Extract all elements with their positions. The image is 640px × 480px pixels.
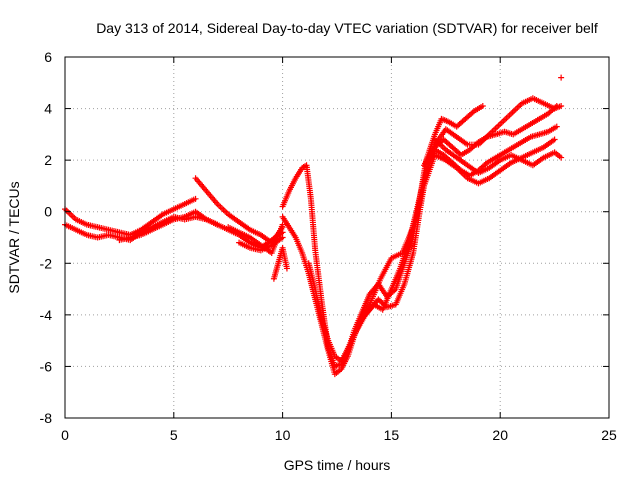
- x-tick-label: 5: [170, 427, 178, 443]
- y-tick-label: -4: [40, 307, 53, 323]
- data-point: [279, 221, 286, 228]
- series-track: [355, 136, 558, 329]
- data-point: [192, 195, 199, 202]
- x-tick-label: 20: [492, 427, 508, 443]
- series-track: [558, 74, 565, 81]
- x-tick-label: 10: [275, 427, 291, 443]
- y-tick-label: 4: [44, 101, 52, 117]
- y-tick-label: 0: [44, 204, 52, 220]
- data-point: [479, 102, 486, 109]
- x-axis-label: GPS time / hours: [284, 457, 391, 473]
- data-point: [283, 265, 290, 272]
- y-axis-label: SDTVAR / TECUs: [6, 181, 22, 293]
- y-tick-label: -8: [40, 410, 53, 426]
- x-tick-label: 15: [384, 427, 400, 443]
- series-track: [431, 136, 565, 177]
- data-series: [62, 74, 565, 378]
- series-track: [62, 195, 199, 238]
- data-point: [551, 136, 558, 143]
- x-tick-label: 0: [61, 427, 69, 443]
- chart-title: Day 313 of 2014, Sidereal Day-to-day VTE…: [96, 20, 598, 36]
- series-track: [270, 244, 290, 282]
- y-tick-label: 2: [44, 152, 52, 168]
- series-track: [421, 95, 565, 169]
- data-point: [558, 154, 565, 161]
- data-point: [553, 123, 560, 130]
- series-track: [192, 175, 286, 246]
- data-point: [558, 74, 565, 81]
- series-track: [236, 234, 286, 254]
- x-tick-label: 25: [601, 427, 617, 443]
- series-track: [279, 102, 486, 370]
- y-tick-label: -2: [40, 255, 53, 271]
- y-tick-label: 6: [44, 49, 52, 65]
- plot-frame: [64, 56, 610, 419]
- axis-ticks: 0 5 10 15 20 25 -8 -6 -4 -2 0 2 4 6: [40, 49, 617, 443]
- y-tick-label: -6: [40, 358, 53, 374]
- data-point: [558, 102, 565, 109]
- data-point: [279, 234, 286, 241]
